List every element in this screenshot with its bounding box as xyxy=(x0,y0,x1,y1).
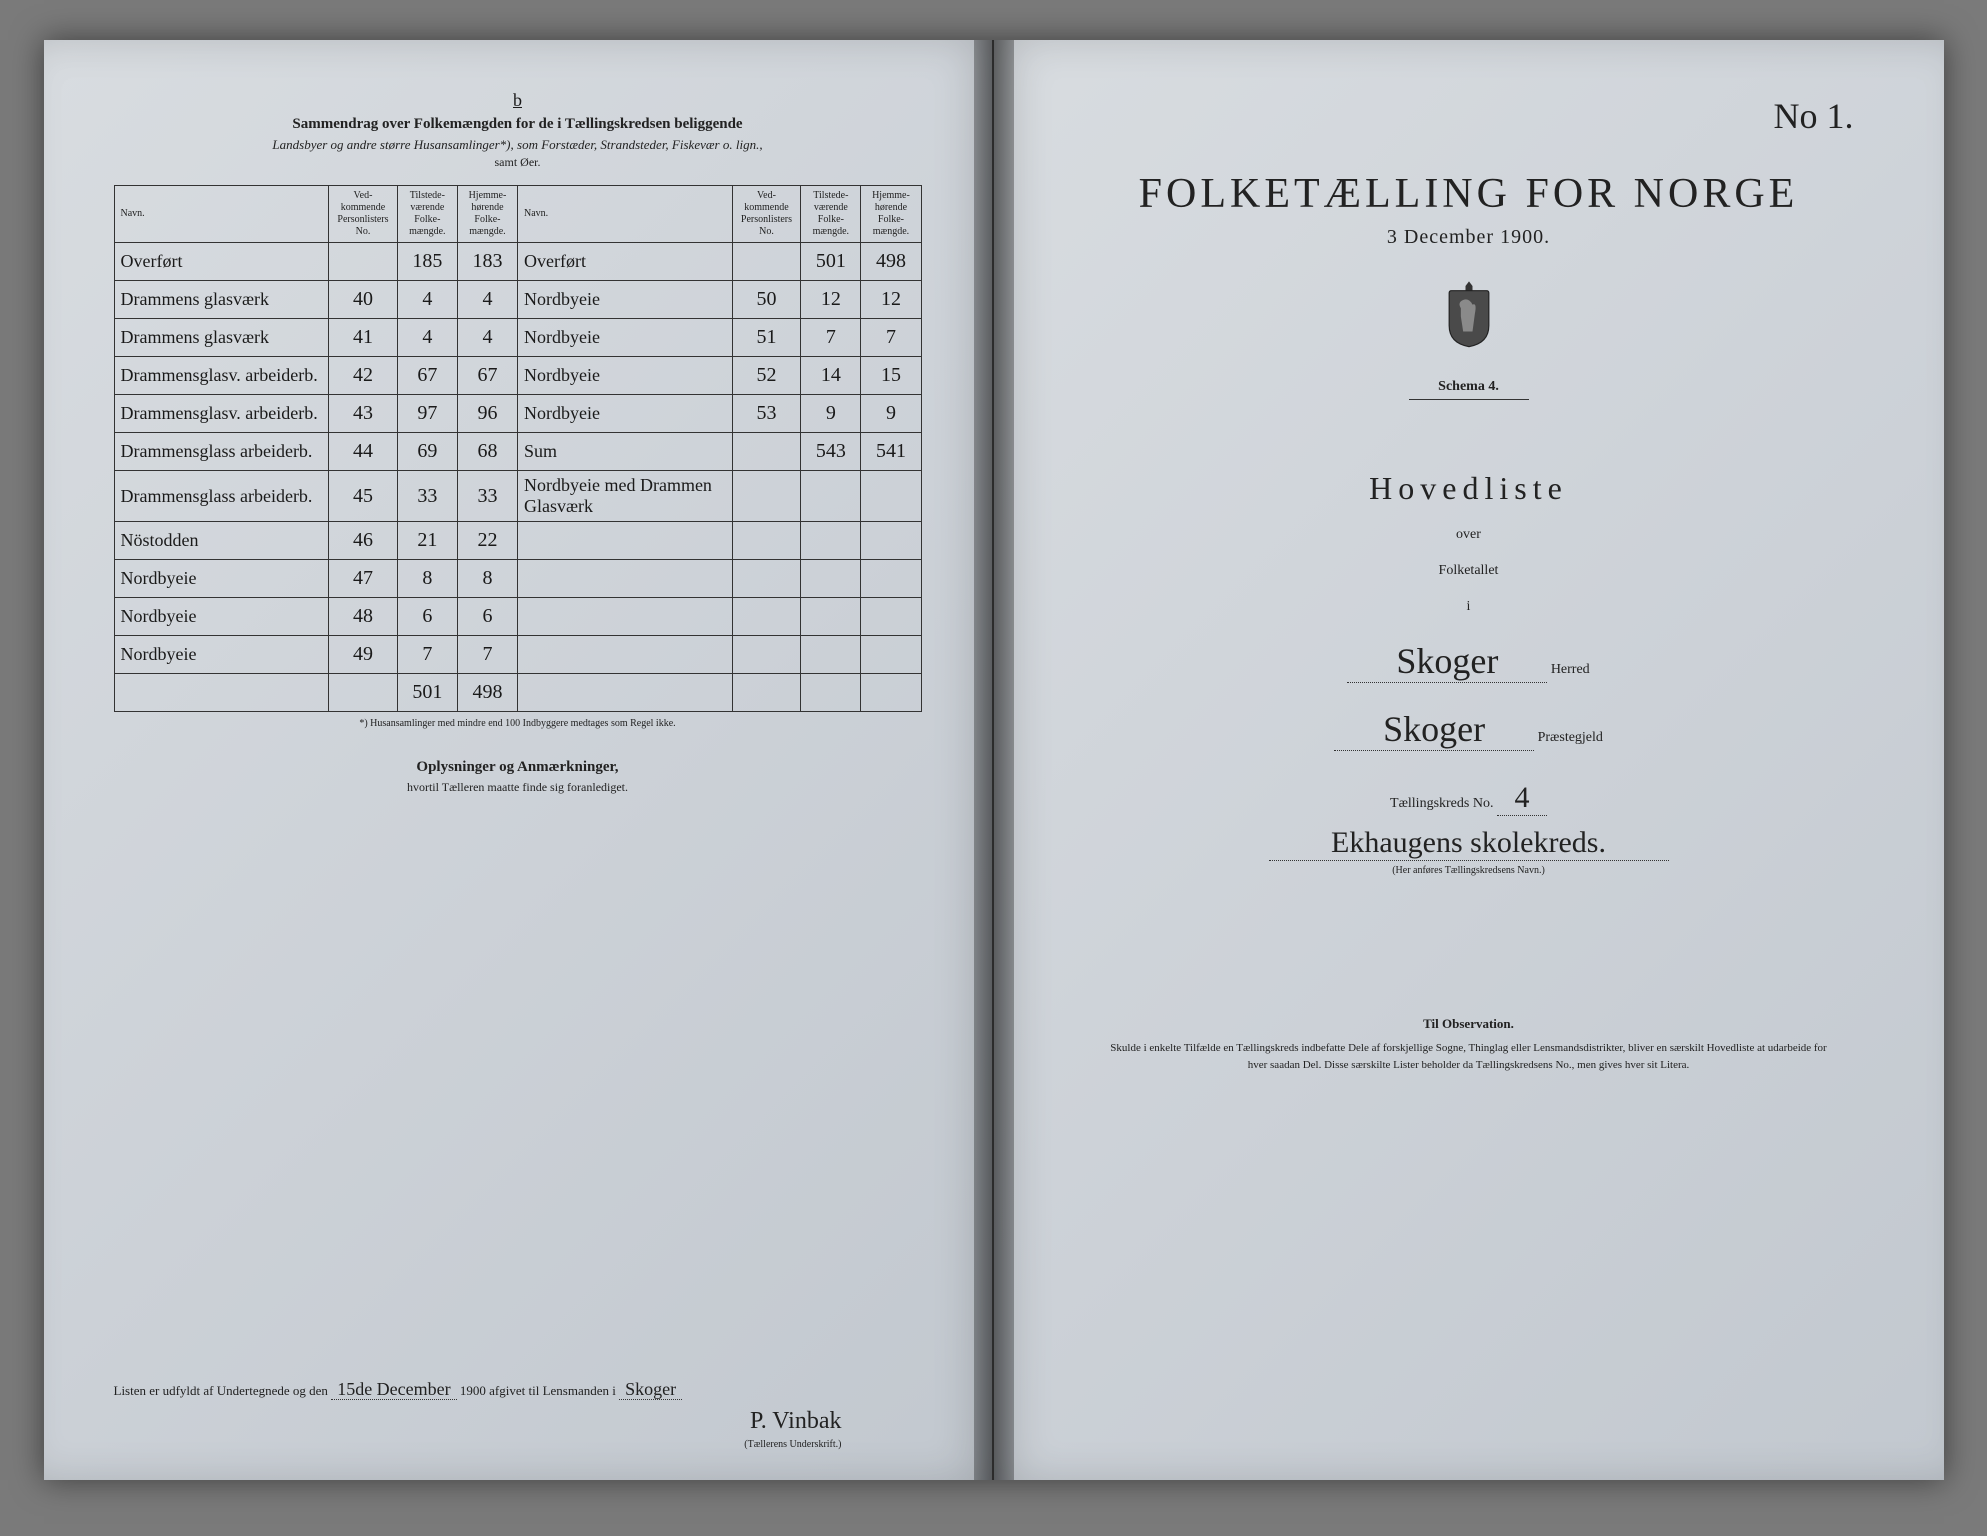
table-row: Drammensglasv. arbeiderb.426767Nordbyeie… xyxy=(114,357,921,395)
table-row: 501498 xyxy=(114,674,921,712)
kreds-name-line: Ekhaugens skolekreds. xyxy=(1064,826,1874,861)
left-page: b Sammendrag over Folkemængden for de i … xyxy=(44,40,994,1480)
kreds-no: 4 xyxy=(1497,781,1547,816)
page-number: No 1. xyxy=(1774,95,1854,137)
schema-label: Schema 4. xyxy=(1064,379,1874,395)
census-title: FOLKETÆLLING FOR NORGE xyxy=(1064,170,1874,218)
herred-line: Skoger Herred xyxy=(1064,640,1874,683)
left-subheader: Landsbyer og andre større Husansamlinger… xyxy=(114,137,922,153)
col-tilstede: Tilstede- værende Folke- mængde. xyxy=(397,186,457,243)
over-text: over xyxy=(1064,527,1874,543)
folketallet-text: Folketallet xyxy=(1064,563,1874,579)
col-navn2: Navn. xyxy=(518,186,733,243)
col-hjemme2: Hjemme- hørende Folke- mængde. xyxy=(861,186,921,243)
table-row: Drammensglasv. arbeiderb.439796Nordbyeie… xyxy=(114,395,921,433)
table-header-row: Navn. Ved- kommende Personlisters No. Ti… xyxy=(114,186,921,243)
census-date: 3 December 1900. xyxy=(1064,226,1874,249)
table-row: Nordbyeie4866 xyxy=(114,598,921,636)
kreds-line: Tællingskreds No. 4 xyxy=(1064,781,1874,816)
attestation-date: 15de December xyxy=(331,1379,456,1400)
preste-value: Skoger xyxy=(1334,708,1534,751)
table-row: Drammensglass arbeiderb.446968Sum543541 xyxy=(114,433,921,471)
book-spread: b Sammendrag over Folkemængden for de i … xyxy=(44,40,1944,1480)
col-ved2: Ved- kommende Personlisters No. xyxy=(732,186,801,243)
observation-body: Skulde i enkelte Tilfælde en Tællingskre… xyxy=(1064,1040,1874,1073)
table-row: Nöstodden462122 xyxy=(114,522,921,560)
table-row: Overført185183Overført501498 xyxy=(114,243,921,281)
kreds-label: Tællingskreds No. xyxy=(1390,796,1493,811)
col-ved: Ved- kommende Personlisters No. xyxy=(329,186,398,243)
attestation-line: Listen er udfyldt af Undertegnede og den… xyxy=(114,1379,922,1400)
i-text: i xyxy=(1064,599,1874,615)
preste-line: Skoger Præstegjeld xyxy=(1064,708,1874,751)
herred-value: Skoger xyxy=(1347,640,1547,683)
kreds-name-value: Ekhaugens skolekreds. xyxy=(1269,826,1669,861)
signature: P. Vinbak xyxy=(750,1408,841,1435)
signature-label: (Tællerens Underskrift.) xyxy=(744,1439,841,1450)
herred-label: Herred xyxy=(1551,662,1590,677)
coat-of-arms-icon xyxy=(1439,279,1499,349)
attestation-mid: afgivet til Lensmanden i xyxy=(489,1383,616,1398)
col-hjemme: Hjemme- hørende Folke- mængde. xyxy=(457,186,517,243)
attestation-place: Skoger xyxy=(619,1379,682,1400)
left-header: Sammendrag over Folkemængden for de i Tæ… xyxy=(114,116,922,133)
table-row: Drammens glasværk4044Nordbyeie501212 xyxy=(114,281,921,319)
left-subheader2: samt Øer. xyxy=(114,155,922,170)
table-row: Nordbyeie4977 xyxy=(114,636,921,674)
kreds-note: (Her anføres Tællingskredsens Navn.) xyxy=(1064,865,1874,876)
right-page: No 1. FOLKETÆLLING FOR NORGE 3 December … xyxy=(994,40,1944,1480)
oplysninger-header: Oplysninger og Anmærkninger, xyxy=(114,759,922,776)
col-tilstede2: Tilstede- værende Folke- mængde. xyxy=(801,186,861,243)
observation-header: Til Observation. xyxy=(1064,1016,1874,1032)
table-row: Drammens glasværk4144Nordbyeie5177 xyxy=(114,319,921,357)
attestation-prefix: Listen er udfyldt af Undertegnede og den xyxy=(114,1383,328,1398)
census-table: Navn. Ved- kommende Personlisters No. Ti… xyxy=(114,185,922,712)
table-row: Drammensglass arbeiderb.453333Nordbyeie … xyxy=(114,471,921,522)
col-navn: Navn. xyxy=(114,186,329,243)
attestation-year: 1900 xyxy=(460,1383,486,1398)
hovedliste-title: Hovedliste xyxy=(1064,470,1874,507)
section-marker: b xyxy=(114,90,922,111)
preste-label: Præstegjeld xyxy=(1538,730,1603,745)
schema-divider xyxy=(1409,399,1529,400)
scanner-frame: b Sammendrag over Folkemængden for de i … xyxy=(0,0,1987,1536)
table-footnote: *) Husansamlinger med mindre end 100 Ind… xyxy=(114,718,922,729)
table-row: Nordbyeie4788 xyxy=(114,560,921,598)
oplysninger-sub: hvortil Tælleren maatte finde sig foranl… xyxy=(114,780,922,795)
